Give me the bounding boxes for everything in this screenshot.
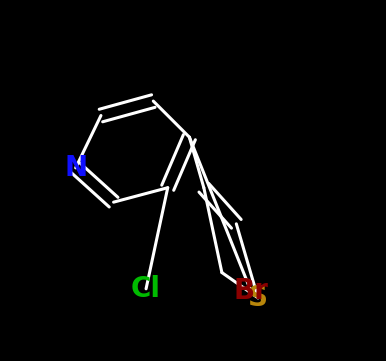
Text: S: S bbox=[248, 284, 268, 312]
Text: Br: Br bbox=[233, 277, 268, 305]
Text: Cl: Cl bbox=[131, 275, 161, 303]
Text: N: N bbox=[64, 154, 87, 182]
